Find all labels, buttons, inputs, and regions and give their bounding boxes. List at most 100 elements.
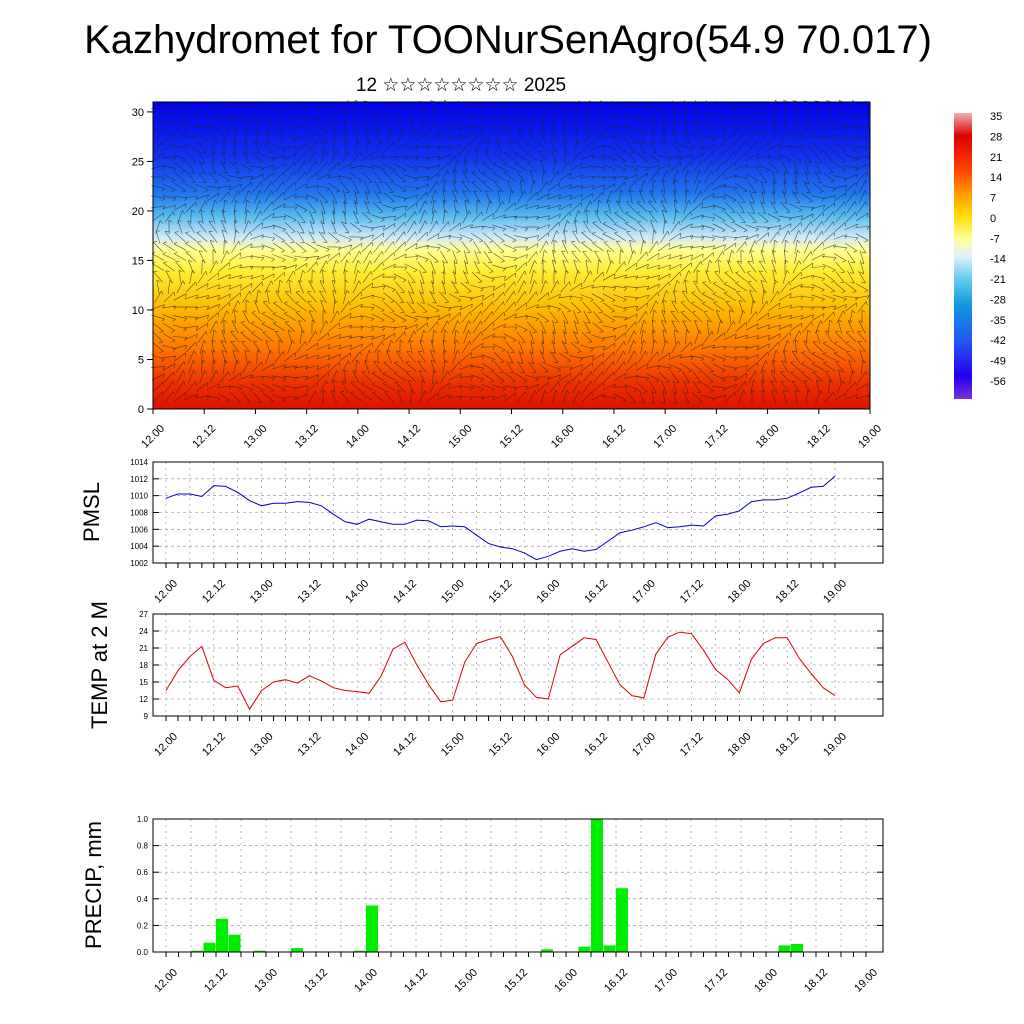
heatmap-panel: 0 5 10 15 20 25 30 12.00 12.12 13.00 13.12 14.00 14… — [132, 99, 884, 451]
colorbar-label: 35 — [990, 111, 1002, 123]
x-tick-label: 15.12 — [487, 731, 515, 759]
x-tick-label: 16.00 — [552, 967, 580, 995]
y-tick-label: 0.4 — [137, 895, 149, 904]
heatmap-y-tick-label: 5 — [138, 354, 144, 366]
x-tick-label: 13.00 — [248, 578, 276, 606]
y-tick-label: 0.0 — [137, 948, 149, 957]
y-tick-label: 1006 — [130, 525, 148, 534]
heatmap-x-tick-label: 12.00 — [139, 423, 167, 451]
y-tick-label: 9 — [144, 712, 149, 721]
colorbar-label: -28 — [990, 294, 1006, 306]
heatmap-x-tick-label: 18.00 — [754, 423, 782, 451]
heatmap-x-tick-label: 12.12 — [190, 423, 218, 451]
heatmap-x-axis: 12.00 12.12 13.00 13.12 14.00 14.12 15.00 15.12… — [139, 409, 884, 451]
y-tick-label: 21 — [139, 644, 148, 653]
x-tick-label: 14.00 — [343, 731, 371, 759]
y-tick-label: 24 — [139, 627, 148, 636]
precip-bar — [203, 942, 216, 952]
precip-frame — [152, 818, 884, 953]
colorbar: 35 28 21 14 7 0 -7 -14 -21 -28 -35 -42 -49 -56 — [954, 111, 1006, 399]
y-tick-label: 1004 — [130, 542, 148, 551]
precip-bar — [228, 934, 241, 952]
x-tick-label: 13.12 — [302, 967, 330, 995]
colorbar-label: -35 — [990, 315, 1006, 327]
heatmap-y-tick-label: 20 — [132, 206, 144, 218]
y-tick-label: 12 — [139, 695, 148, 704]
precip-bar — [616, 888, 628, 952]
pmsl-ylabel: PMSL — [79, 482, 104, 542]
x-tick-label: 19.00 — [852, 967, 880, 995]
x-tick-label: 13.12 — [296, 578, 324, 606]
x-tick-label: 18.12 — [802, 967, 830, 995]
x-tick-label: 18.00 — [752, 967, 780, 995]
colorbar-label: 21 — [990, 152, 1002, 164]
precip-bar — [778, 945, 791, 952]
x-tick-label: 14.12 — [391, 578, 419, 606]
y-tick-label: 27 — [139, 610, 148, 619]
x-tick-label: 15.12 — [502, 967, 530, 995]
x-tick-label: 12.00 — [152, 731, 180, 759]
precip-bar — [353, 950, 366, 952]
chart-subtitle: 12 ☆☆☆☆☆☆☆☆ 2025 — [355, 75, 567, 96]
x-tick-label: 14.00 — [343, 578, 371, 606]
x-tick-label: 13.00 — [248, 731, 276, 759]
precip-bar — [253, 950, 266, 952]
precip-ylabel: PRECIP, mm — [81, 821, 106, 949]
precip-bar — [291, 948, 303, 952]
precip-bar — [603, 945, 616, 952]
temp-x-axis: 12.00 12.12 13.00 13.12 14.00 14.12 15.00 15.12… — [152, 716, 849, 759]
temp-ylabel: TEMP at 2 M — [87, 601, 112, 729]
colorbar-strip — [954, 113, 972, 399]
temp-grid — [153, 613, 883, 717]
x-tick-label: 18.00 — [726, 578, 754, 606]
precip-bar — [216, 918, 228, 953]
y-tick-label: 0.2 — [137, 921, 149, 930]
precip-bar — [541, 949, 553, 952]
heatmap-x-tick-label: 13.00 — [242, 423, 270, 451]
heatmap-x-tick-label: 16.00 — [549, 423, 577, 451]
x-tick-label: 19.00 — [821, 578, 849, 606]
x-tick-label: 17.00 — [630, 731, 658, 759]
heatmap-x-tick-label: 15.12 — [498, 423, 526, 451]
heatmap-x-tick-label: 14.12 — [395, 423, 423, 451]
x-tick-label: 12.12 — [200, 578, 228, 606]
heatmap-y-tick-label: 30 — [132, 107, 144, 119]
x-tick-label: 16.00 — [534, 731, 562, 759]
pmsl-grid — [153, 461, 883, 564]
x-tick-label: 12.12 — [200, 731, 228, 759]
colorbar-label: 14 — [990, 172, 1002, 184]
x-tick-label: 18.12 — [773, 578, 801, 606]
heatmap-y-tick-label: 10 — [132, 305, 144, 317]
precip-grid — [153, 818, 883, 953]
x-tick-label: 14.12 — [391, 731, 419, 759]
precip-bar — [366, 905, 378, 952]
pmsl-x-axis: 12.00 12.12 13.00 13.12 14.00 14.12 15.00 15.12… — [152, 563, 849, 606]
precip-y-axis: 0.0 0.2 0.4 0.6 0.8 1.0 — [137, 815, 883, 957]
heatmap-y-tick-label: 0 — [138, 404, 144, 416]
precip-x-axis: 12.00 12.12 13.00 13.12 14.00 14.12 15.00 15.12… — [152, 952, 880, 995]
precip-bar — [791, 944, 803, 952]
y-tick-label: 1008 — [130, 509, 148, 518]
x-tick-label: 12.12 — [202, 967, 230, 995]
colorbar-labels: 35 28 21 14 7 0 -7 -14 -21 -28 -35 -42 -49 -56 — [990, 111, 1006, 388]
colorbar-label: 7 — [990, 193, 996, 205]
x-tick-label: 15.12 — [487, 578, 515, 606]
x-tick-label: 17.12 — [678, 578, 706, 606]
heatmap-x-tick-label: 17.00 — [651, 423, 679, 451]
x-tick-label: 17.00 — [630, 578, 658, 606]
colorbar-label: -49 — [990, 356, 1006, 368]
heatmap-x-tick-label: 17.12 — [703, 423, 731, 451]
heatmap-x-tick-label: 15.00 — [446, 423, 474, 451]
precip-bars — [191, 819, 803, 953]
y-tick-label: 15 — [139, 678, 148, 687]
wind-barb-path — [150, 99, 870, 405]
x-tick-label: 16.12 — [582, 578, 610, 606]
precip-bar — [578, 946, 591, 952]
temp-line — [165, 631, 836, 711]
colorbar-label: -14 — [990, 254, 1006, 266]
y-tick-label: 1002 — [130, 559, 148, 568]
x-tick-label: 12.00 — [152, 578, 180, 606]
